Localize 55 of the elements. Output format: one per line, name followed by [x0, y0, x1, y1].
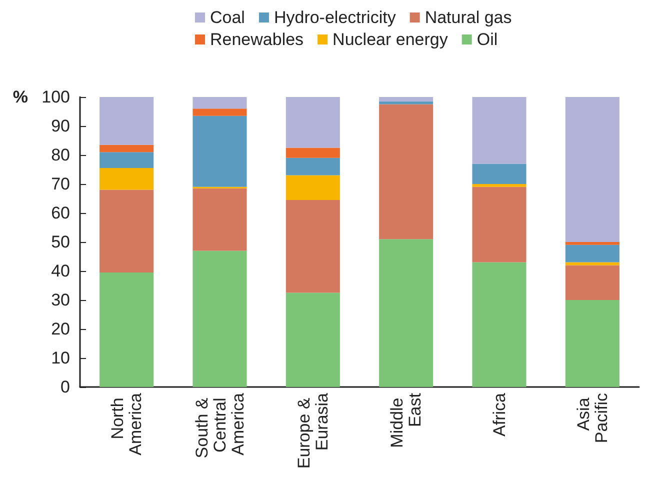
legend-label: Renewables	[210, 30, 304, 49]
y-tick-label: 70	[51, 174, 70, 194]
bar	[192, 188, 247, 251]
bar	[192, 108, 247, 116]
x-tick-label: South & Central America	[192, 392, 248, 458]
bar	[100, 144, 154, 152]
bar	[286, 97, 340, 148]
x-tick-label: North America	[108, 392, 146, 456]
bar	[565, 242, 620, 245]
bar	[286, 148, 340, 158]
bar	[472, 262, 526, 387]
y-axis-title: %	[12, 88, 28, 106]
bar	[100, 97, 154, 145]
x-tick-label: Europe & Eurasia	[294, 392, 332, 469]
y-tick-label: 80	[51, 146, 70, 164]
bar	[565, 244, 620, 262]
bar	[192, 116, 247, 187]
y-tick-label: 10	[51, 348, 70, 368]
bar	[286, 292, 340, 387]
bar	[100, 272, 154, 387]
bar	[192, 97, 247, 109]
bar	[472, 164, 526, 184]
bar	[565, 300, 620, 387]
bar	[379, 101, 434, 104]
legend-label: Nuclear energy	[332, 30, 448, 49]
bar	[379, 104, 434, 240]
legend-label: Hydro-electricity	[274, 8, 396, 27]
bar	[192, 250, 247, 387]
bar	[472, 184, 526, 187]
bar	[379, 239, 434, 387]
y-tick-label: 90	[51, 116, 70, 136]
bar	[286, 175, 340, 200]
bar	[100, 190, 154, 272]
bar	[100, 152, 154, 168]
y-tick-label: 50	[51, 232, 70, 252]
legend-label: Natural gas	[424, 8, 512, 27]
bar	[565, 265, 620, 300]
legend-label: Coal	[210, 8, 245, 27]
x-tick-label: Africa	[490, 392, 509, 436]
y-tick-label: 40	[51, 262, 70, 280]
legend-label: Oil	[476, 30, 498, 49]
y-tick-label: 60	[51, 204, 70, 222]
bar	[472, 186, 526, 262]
y-tick-label: 0	[60, 378, 70, 396]
bar	[286, 200, 340, 293]
bar	[286, 158, 340, 176]
x-tick-label: Middle East	[388, 392, 425, 448]
y-tick-label: 20	[51, 320, 70, 338]
bar	[565, 97, 620, 242]
y-tick-label: 100	[42, 88, 70, 106]
bar	[379, 97, 434, 102]
bar	[472, 97, 526, 164]
bar	[100, 168, 154, 190]
y-tick-label: 30	[51, 290, 70, 310]
x-tick-label: Asia Pacific	[574, 392, 611, 444]
